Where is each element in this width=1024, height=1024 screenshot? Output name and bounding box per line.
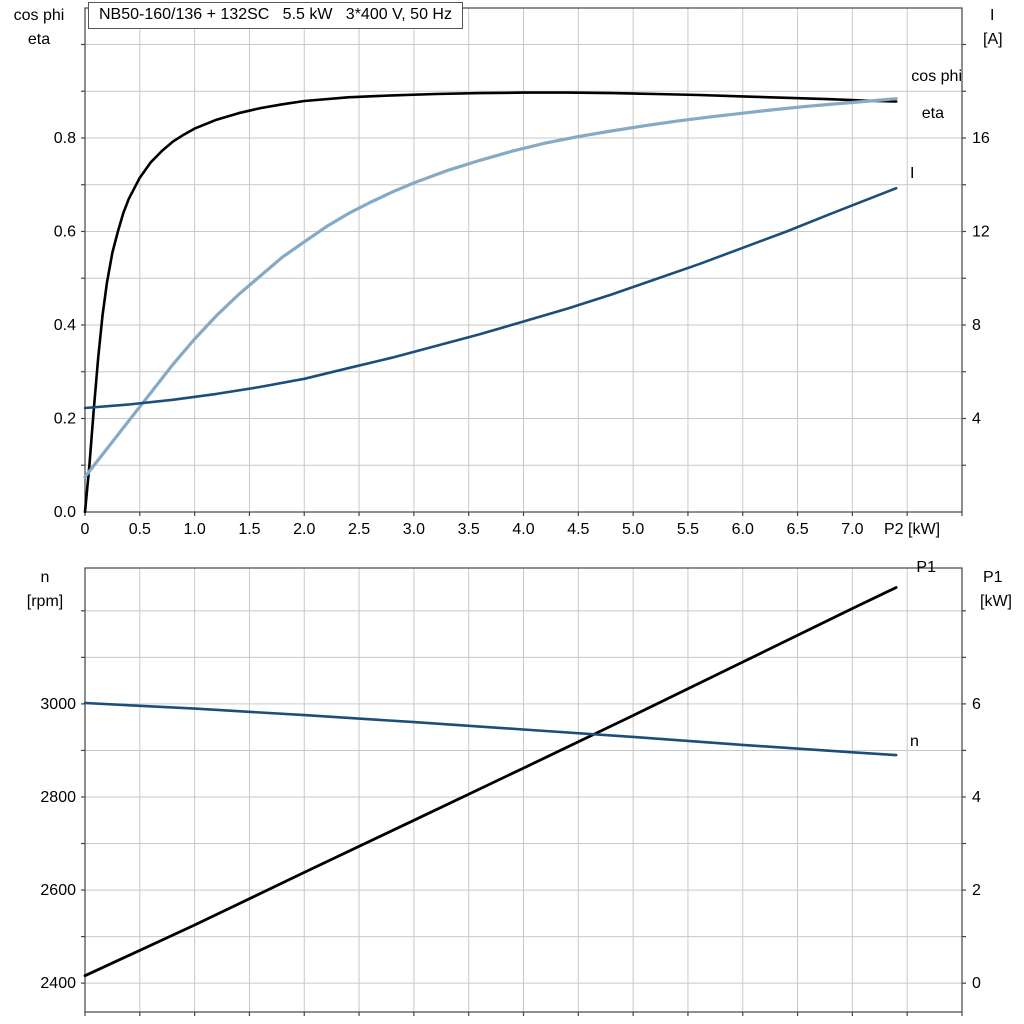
- x-tick-label: 0: [81, 521, 90, 538]
- x-axis-label: P2 [kW]: [884, 521, 940, 538]
- x-tick-label: 2.0: [293, 521, 315, 538]
- label-i: I: [990, 7, 994, 24]
- left-tick-label: 0.6: [54, 223, 76, 240]
- right-tick-label: 12: [972, 223, 990, 240]
- bottom-grid: [85, 568, 962, 1012]
- right-tick-label: 4: [972, 410, 981, 427]
- label-cos-phi: cos phi: [14, 7, 65, 24]
- label-p1: P1: [916, 559, 936, 576]
- right-tick-label: 6: [972, 696, 981, 713]
- x-tick-label: 4.5: [567, 521, 589, 538]
- label-n: n: [910, 733, 919, 750]
- series-eta: [83, 91, 898, 514]
- left-tick-label: 2800: [40, 789, 76, 806]
- left-tick-label: 2600: [40, 882, 76, 899]
- left-tick-label: 2400: [40, 975, 76, 992]
- bottom-ticks: [81, 610, 966, 1016]
- right-tick-label: 4: [972, 789, 981, 806]
- top-tick-labels: 0 0.5 1.0 1.5 2.0 2.5 3.0 3.5 4.0 4.5 5.0 5.5 6.0 6.5…: [54, 130, 990, 538]
- left-tick-label: 0.0: [54, 504, 76, 521]
- series-I: [83, 186, 898, 410]
- label-cos-phi: cos phi: [911, 68, 962, 85]
- x-tick-label: 3.5: [458, 521, 480, 538]
- right-tick-label: 16: [972, 130, 990, 147]
- x-tick-label: 7.0: [841, 521, 863, 538]
- bottom-panel: 2400 2600 2800 3000 0 2 4 6 P1 n n [rpm] P1 [kW]: [27, 559, 1012, 1016]
- x-tick-label: 5.0: [622, 521, 644, 538]
- label-p1: P1: [983, 569, 1003, 586]
- label-n: n: [41, 569, 50, 586]
- top-ticks: [81, 43, 966, 516]
- x-tick-label: 6.0: [732, 521, 754, 538]
- bottom-tick-labels: 2400 2600 2800 3000 0 2 4 6: [40, 696, 981, 992]
- label--kw-: [kW]: [980, 593, 1012, 610]
- top-panel: 0 0.5 1.0 1.5 2.0 2.5 3.0 3.5 4.0 4.5 5.0 5.5 6.0 6.5…: [14, 7, 1003, 538]
- left-tick-label: 0.8: [54, 130, 76, 147]
- x-tick-label: 4.0: [512, 521, 534, 538]
- top-grid: [85, 8, 962, 512]
- x-tick-label: 6.5: [786, 521, 808, 538]
- series-n: [83, 701, 898, 757]
- chart-title: NB50-160/136 + 132SC 5.5 kW 3*400 V, 50 …: [88, 2, 463, 29]
- x-tick-label: 1.5: [238, 521, 260, 538]
- right-tick-label: 0: [972, 975, 981, 992]
- label-eta: eta: [28, 31, 50, 48]
- label-eta: eta: [922, 105, 944, 122]
- x-tick-label: 5.5: [677, 521, 699, 538]
- right-tick-label: 8: [972, 317, 981, 334]
- x-tick-label: 2.5: [348, 521, 370, 538]
- series-cos-phi: [83, 97, 898, 479]
- left-tick-label: 0.4: [54, 317, 76, 334]
- right-tick-label: 2: [972, 882, 981, 899]
- label--rpm-: [rpm]: [27, 593, 63, 610]
- left-tick-label: 0.2: [54, 410, 76, 427]
- x-tick-label: 1.0: [184, 521, 206, 538]
- x-tick-label: 3.0: [403, 521, 425, 538]
- label--a-: [A]: [983, 31, 1003, 48]
- x-tick-label: 0.5: [129, 521, 151, 538]
- left-tick-label: 3000: [40, 696, 76, 713]
- label-i: I: [910, 165, 914, 182]
- series-P1: [83, 586, 898, 978]
